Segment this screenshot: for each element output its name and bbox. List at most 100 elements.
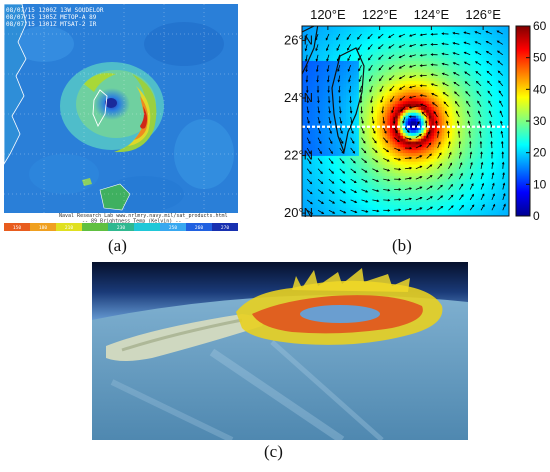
heat-cell [364,103,368,108]
heat-cell [338,164,342,168]
heat-cell [405,37,409,41]
heat-cell [457,210,461,214]
heat-cell [410,178,414,182]
heat-cell [392,60,396,64]
heat-cell [387,201,391,205]
heat-cell [322,72,326,76]
heat-cell [462,57,466,61]
heat-cell [405,57,409,61]
heat-cell [345,210,349,214]
heat-cell [320,190,324,194]
heat-cell [467,204,471,208]
heat-cell [392,34,396,38]
heat-cell [410,69,414,73]
heat-cell [467,74,471,79]
heat-cell [348,26,352,30]
heat-cell [483,184,487,188]
heat-cell [377,207,381,211]
heat-cell [433,80,437,84]
heat-cell [488,210,492,214]
heat-cell [348,66,352,70]
heat-cell [472,26,476,30]
heat-cell [402,57,406,61]
heat-cell [338,121,342,125]
heat-cell [480,54,484,59]
heat-cell [433,213,437,216]
heat-cell [400,158,404,162]
heat-cell [475,63,479,67]
scale-label: 250 [169,225,177,231]
heat-cell [431,152,435,156]
heat-cell [397,135,401,139]
heat-cell [433,155,437,159]
heat-cell [454,158,458,162]
heat-cell [366,132,370,136]
heat-cell [475,86,479,90]
heat-cell [317,103,321,108]
heat-cell [304,43,308,47]
heat-cell [395,178,399,182]
heat-cell [426,92,430,96]
heat-cell [441,106,445,110]
heat-cell [356,178,360,182]
heat-cell [413,144,417,148]
heat-cell [338,77,342,82]
heat-cell [485,175,489,179]
heat-cell [431,60,435,64]
heat-cell [333,97,337,102]
heat-cell [493,66,497,70]
heat-cell [384,40,388,44]
heat-cell [382,149,386,154]
heat-cell [402,195,406,200]
heat-cell [377,34,381,38]
heat-cell [459,155,463,159]
heat-cell [325,210,329,214]
heat-cell [449,57,453,61]
heat-cell [358,72,362,76]
heat-cell [304,86,308,90]
heat-cell [369,158,373,162]
heat-cell [449,123,453,128]
heat-cell [444,149,448,154]
heat-cell [418,89,422,93]
heat-cell [488,207,492,211]
heat-cell [493,123,497,128]
heat-cell [485,135,489,139]
heat-cell [384,192,388,197]
heat-cell [423,195,427,200]
heat-cell [351,106,355,110]
heat-cell [348,37,352,41]
heat-cell [431,103,435,108]
heat-cell [356,172,360,177]
heat-cell [454,49,458,53]
heat-cell [317,167,321,171]
heat-cell [423,109,427,113]
heat-cell [449,155,453,159]
heat-cell [389,149,393,154]
heat-cell [439,123,443,128]
heat-cell [462,207,466,211]
heat-cell [418,97,422,102]
heat-cell [477,175,481,179]
heat-cell [353,149,357,154]
heat-cell [449,121,453,125]
heat-cell [335,118,339,122]
heat-cell [483,28,487,33]
heat-cell [382,213,386,216]
scale-label: 230 [117,225,125,231]
heat-cell [493,109,497,113]
heat-cell [335,184,339,188]
heat-cell [431,161,435,165]
heat-cell [325,26,329,30]
heat-cell [418,37,422,41]
heat-cell [405,72,409,76]
heat-cell [322,184,326,188]
heat-cell [418,112,422,116]
heat-cell [335,100,339,105]
heat-cell [377,80,381,84]
heat-cell [457,178,461,182]
heat-cell [439,161,443,165]
heat-cell [343,184,347,188]
heat-cell [304,121,308,125]
heat-cell [480,63,484,67]
